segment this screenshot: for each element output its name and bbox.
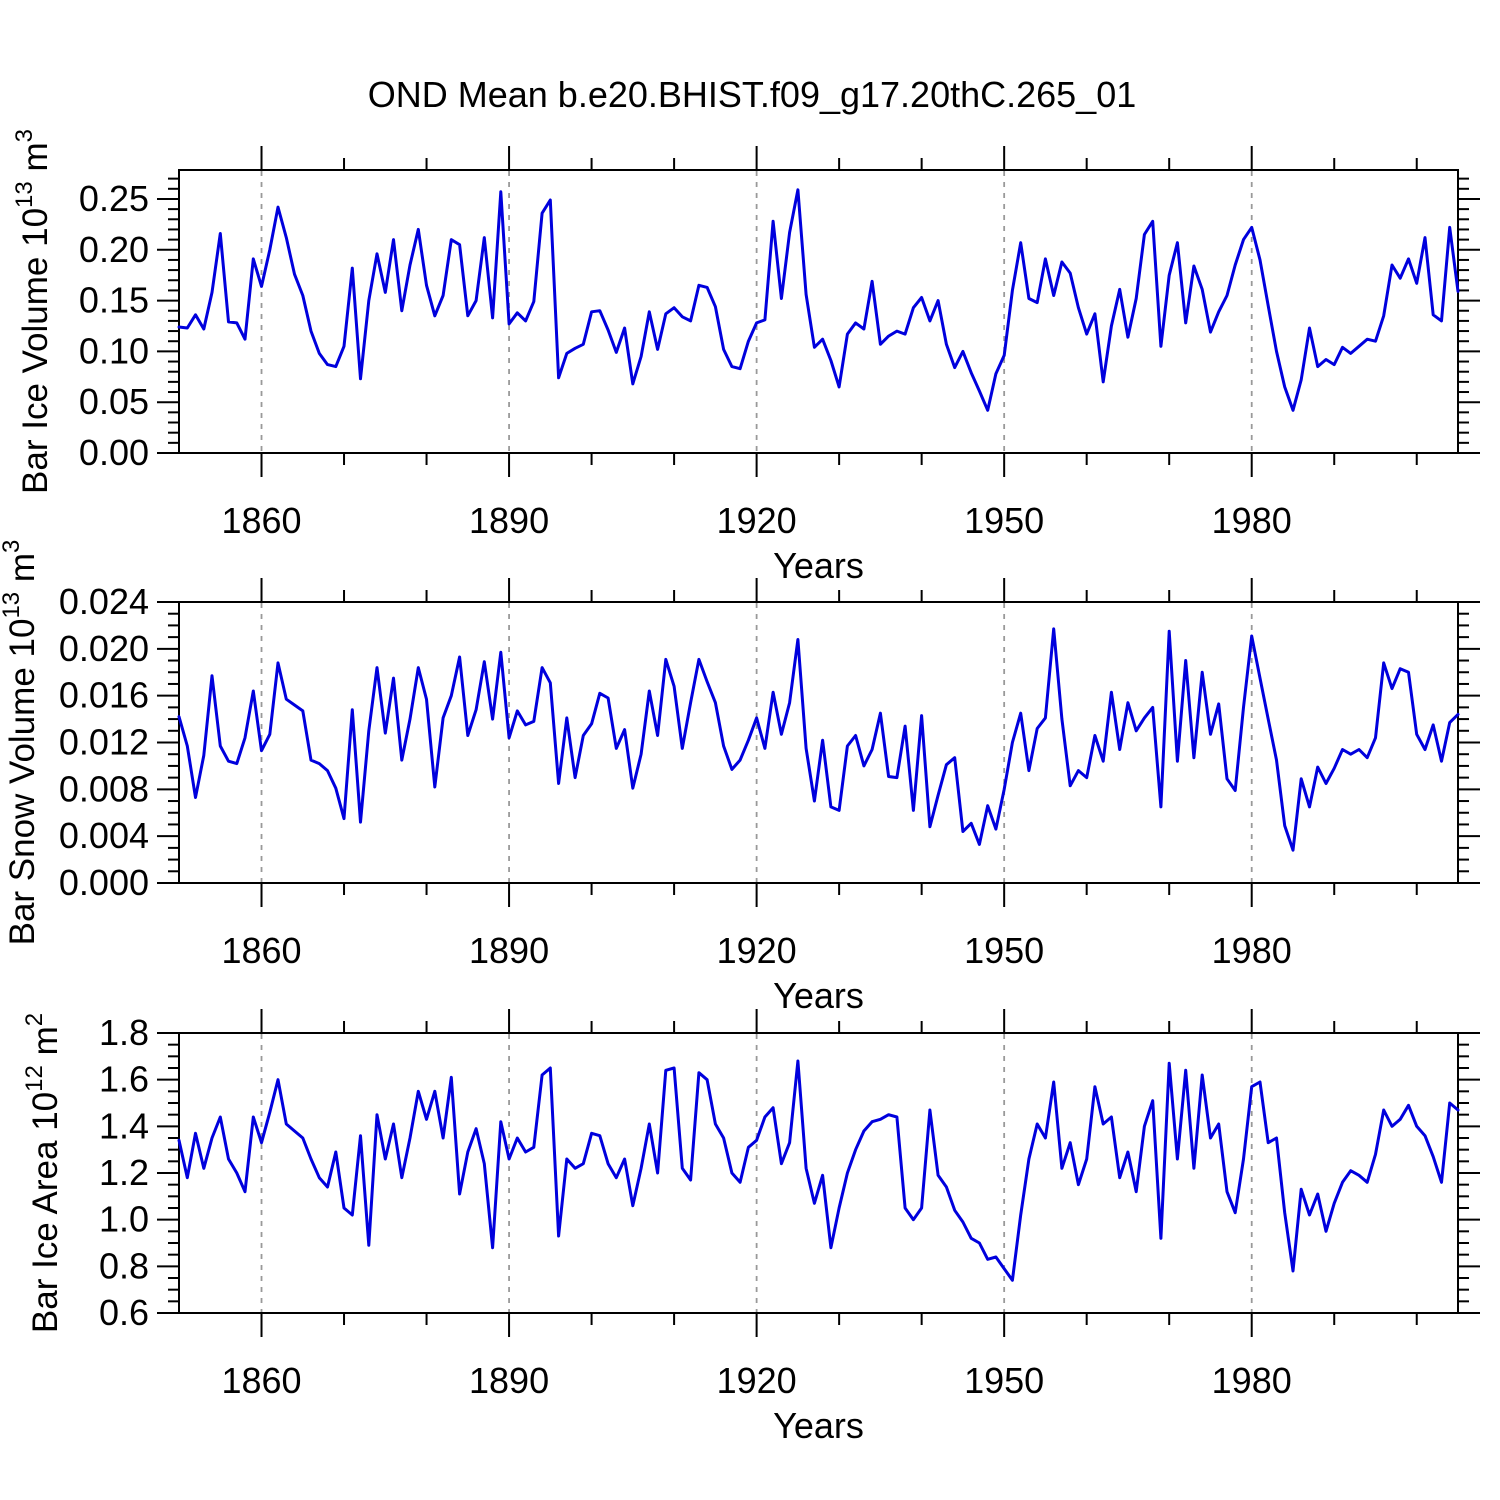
y-tick-label: 1.4: [99, 1105, 149, 1146]
y-tick-label: 1.8: [99, 1012, 149, 1053]
x-tick-label: 1980: [1212, 500, 1292, 541]
series-line: [177, 1059, 1460, 1282]
y-tick-label: 0.15: [79, 280, 149, 321]
y-tick-label: 0.00: [79, 432, 149, 473]
x-tick-label: 1950: [964, 500, 1044, 541]
x-tick-label: 1950: [964, 1360, 1044, 1401]
y-tick-label: 0.20: [79, 229, 149, 270]
x-tick-label: 1980: [1212, 930, 1292, 971]
y-tick-label: 0.004: [59, 815, 149, 856]
plot-root: 1860 1890 1920 1950 1980 0.00 0.05 0.10 0.15 0.20…: [0, 129, 1480, 1446]
y-tick-label: 0.6: [99, 1292, 149, 1333]
panel-3: 1860 1890 1920 1950 1980 0.6 0.8 1.0 1.2 1.4 1.6 1.…: [21, 1009, 1480, 1446]
x-tick-label: 1920: [717, 500, 797, 541]
y-tick-label: 0.012: [59, 722, 149, 763]
chart-title: OND Mean b.e20.BHIST.f09_g17.20thC.265_0…: [368, 74, 1137, 115]
y-axis-label: Bar Ice Volume 1013 m3: [11, 129, 55, 494]
x-axis-label: Years: [773, 545, 864, 586]
y-tick-label: 1.6: [99, 1059, 149, 1100]
y-tick-label: 0.008: [59, 768, 149, 809]
panel-1: 1860 1890 1920 1950 1980 0.00 0.05 0.10 0.15 0.20…: [11, 129, 1480, 586]
series-line: [177, 627, 1460, 852]
x-tick-label: 1890: [469, 500, 549, 541]
x-tick-label: 1920: [717, 930, 797, 971]
y-tick-label: 0.25: [79, 178, 149, 219]
y-tick-label: 1.0: [99, 1199, 149, 1240]
x-tick-label: 1860: [221, 1360, 301, 1401]
y-axis-label: Bar Ice Area 1012 m2: [21, 1013, 65, 1333]
panel-frame: [178, 1032, 1459, 1314]
y-tick-label: 0.024: [59, 581, 149, 622]
y-tick-label: 1.2: [99, 1152, 149, 1193]
x-tick-label: 1860: [221, 500, 301, 541]
y-tick-label: 0.016: [59, 675, 149, 716]
y-tick-label: 0.05: [79, 381, 149, 422]
x-tick-label: 1890: [469, 930, 549, 971]
y-tick-label: 0.000: [59, 862, 149, 903]
x-tick-label: 1890: [469, 1360, 549, 1401]
x-tick-label: 1860: [221, 930, 301, 971]
panel-frame: [178, 601, 1459, 884]
y-tick-label: 0.10: [79, 330, 149, 371]
x-tick-label: 1920: [717, 1360, 797, 1401]
x-axis-label: Years: [773, 1405, 864, 1446]
y-tick-label: 0.020: [59, 628, 149, 669]
series-line: [177, 188, 1460, 412]
x-tick-label: 1980: [1212, 1360, 1292, 1401]
panel-2: 1860 1890 1920 1950 1980 0.000 0.004 0.008 0.012…: [0, 540, 1480, 1016]
y-axis-label: Bar Snow Volume 1013 m3: [0, 540, 42, 946]
x-tick-label: 1950: [964, 930, 1044, 971]
panel-frame: [178, 169, 1459, 454]
x-axis-label: Years: [773, 975, 864, 1016]
y-tick-label: 0.8: [99, 1245, 149, 1286]
